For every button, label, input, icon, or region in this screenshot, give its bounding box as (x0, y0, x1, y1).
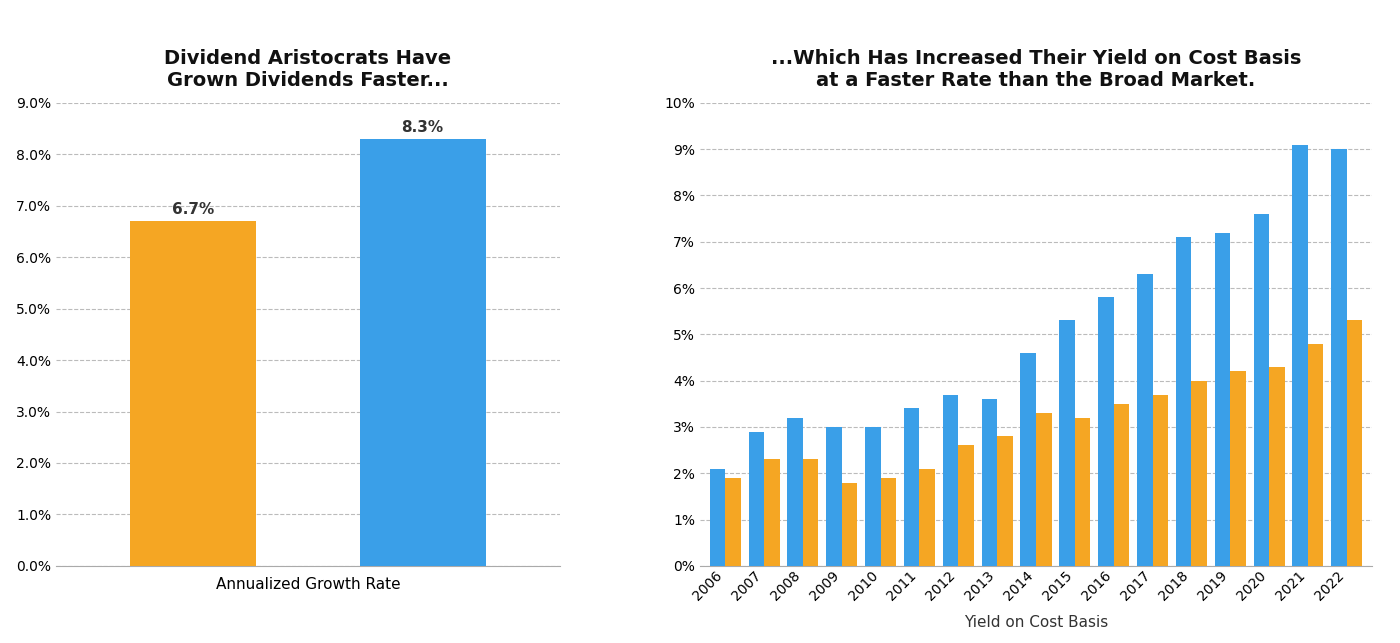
Bar (1176, 237, 1191, 566)
Bar (1113, 404, 1130, 566)
X-axis label: Yield on Cost Basis: Yield on Cost Basis (963, 615, 1109, 629)
Bar (1098, 297, 1113, 566)
Bar (841, 482, 857, 566)
Bar (764, 459, 780, 566)
Bar (1253, 214, 1268, 566)
Bar (725, 478, 741, 566)
Bar (749, 431, 764, 566)
Bar (865, 427, 881, 566)
Bar (942, 395, 959, 566)
Bar (1075, 418, 1091, 566)
Bar (959, 446, 974, 566)
Bar (1152, 395, 1168, 566)
Text: 6.7%: 6.7% (172, 202, 214, 217)
Bar (1137, 274, 1152, 566)
Bar (1215, 233, 1231, 566)
Title: Dividend Aristocrats Have
Grown Dividends Faster...: Dividend Aristocrats Have Grown Dividend… (164, 50, 452, 90)
Bar (1331, 149, 1347, 566)
Bar (1036, 413, 1051, 566)
Bar (1060, 320, 1075, 566)
Bar (1191, 381, 1207, 566)
Title: ...Which Has Increased Their Yield on Cost Basis
at a Faster Rate than the Broad: ...Which Has Increased Their Yield on Co… (771, 50, 1301, 90)
Bar (1268, 367, 1285, 566)
Bar (997, 436, 1012, 566)
Bar (881, 478, 896, 566)
Bar (904, 408, 920, 566)
Bar (1308, 343, 1323, 566)
Bar (920, 469, 935, 566)
Text: 8.3%: 8.3% (402, 120, 444, 135)
Bar (787, 418, 804, 566)
Bar (360, 139, 486, 566)
Bar (1021, 353, 1036, 566)
Bar (1292, 145, 1308, 566)
Bar (804, 459, 819, 566)
Bar (1347, 320, 1362, 566)
Bar (826, 427, 841, 566)
Bar (981, 399, 997, 566)
Bar (130, 221, 256, 566)
Bar (710, 469, 725, 566)
Bar (1231, 372, 1246, 566)
